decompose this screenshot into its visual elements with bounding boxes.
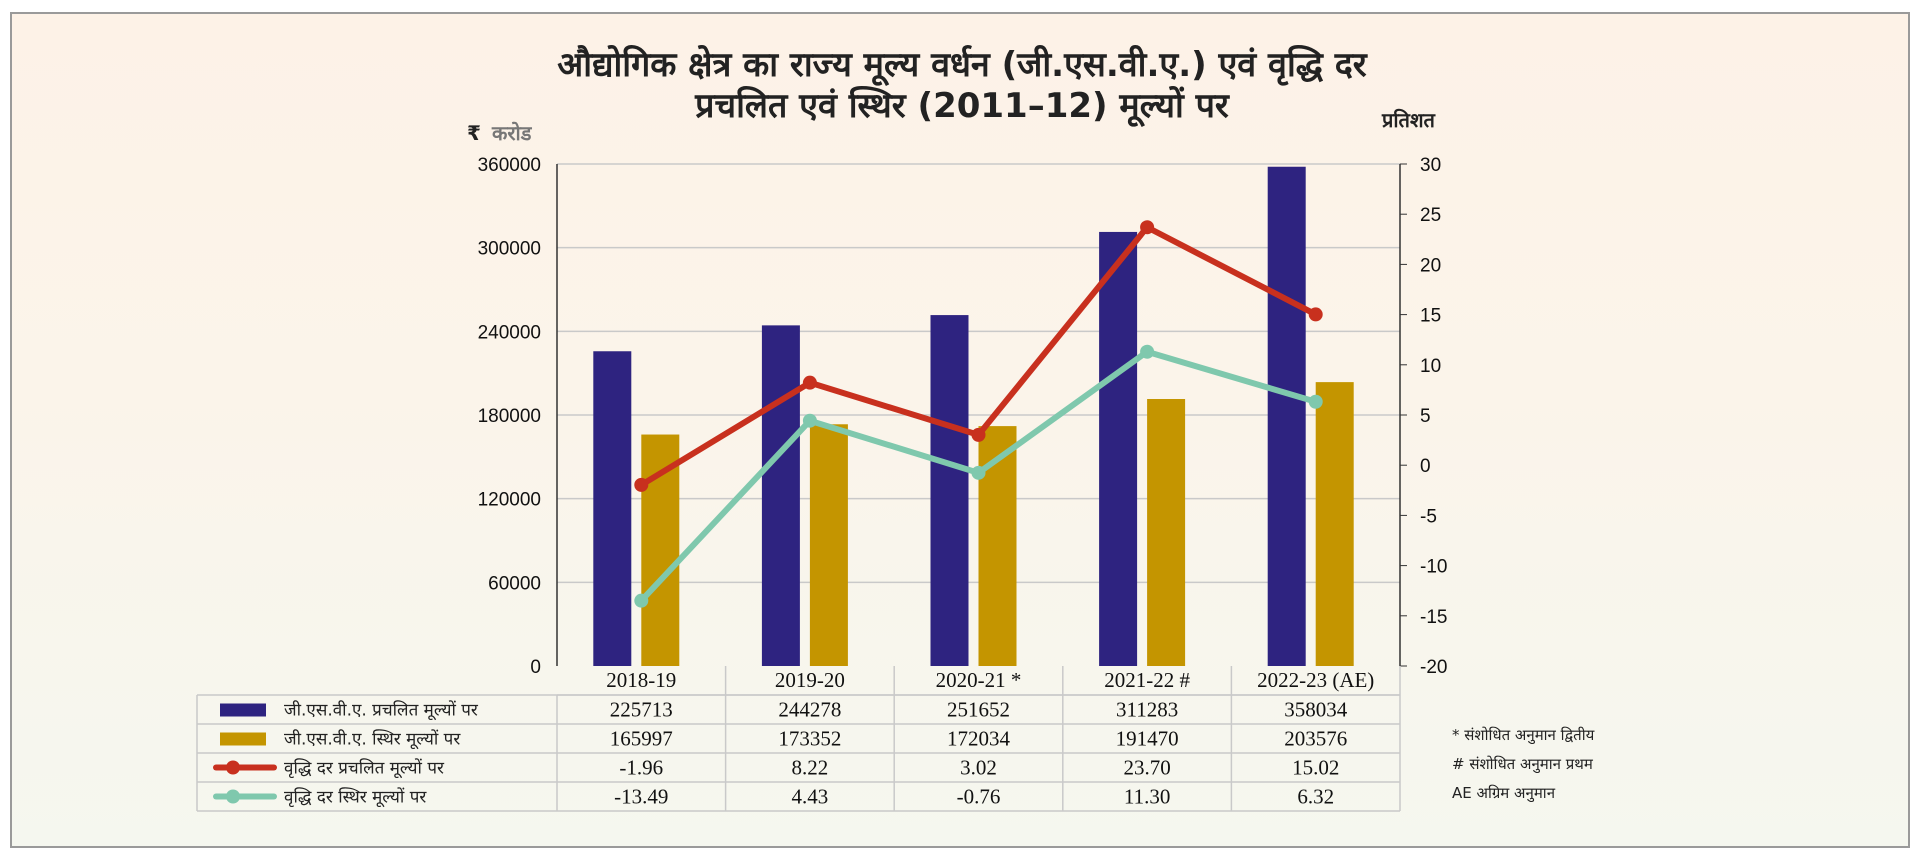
bar xyxy=(641,434,680,666)
table-cell-value: 191470 xyxy=(1116,727,1179,751)
bar xyxy=(1147,399,1186,666)
bar xyxy=(1315,382,1354,666)
right-axis-tick-label: 25 xyxy=(1420,205,1441,226)
table-cell-value: 4.43 xyxy=(792,785,829,809)
legend-marker xyxy=(226,760,240,775)
bar xyxy=(761,325,800,666)
data-table: 2018-19 2019-20 2020-21 * 2021-22 # 2022-23 … xyxy=(196,666,1401,812)
right-axis-tick-label: -5 xyxy=(1420,506,1437,527)
right-axis-tick-label: 30 xyxy=(1420,155,1441,176)
right-axis-tick-label: -20 xyxy=(1420,657,1447,678)
table-cell-value: -0.76 xyxy=(957,785,1001,809)
line-point xyxy=(1140,344,1155,359)
table-cell-value: 358034 xyxy=(1284,698,1348,722)
line-point xyxy=(971,465,986,480)
right-axis-tick-label: 5 xyxy=(1420,406,1431,427)
table-cell-value: 3.02 xyxy=(960,756,997,780)
legend-swatch xyxy=(220,703,266,717)
right-axis-tick-label: 10 xyxy=(1420,356,1441,377)
left-axis-tick-label: 300000 xyxy=(478,239,541,260)
category-label: 2022-23 (AE) xyxy=(1257,668,1374,692)
right-axis-tick-label: -15 xyxy=(1420,607,1447,628)
line-point xyxy=(1308,307,1323,322)
line-point xyxy=(1308,394,1323,409)
legend-label: वृद्धि दर स्थिर मूल्यों पर xyxy=(284,787,427,808)
right-axis-unit-label: प्रतिशत xyxy=(1381,108,1437,132)
bar xyxy=(1099,231,1138,666)
table-cell-value: 15.02 xyxy=(1292,756,1339,780)
left-axis-tick-label: 180000 xyxy=(478,406,541,427)
table-cell-value: 165997 xyxy=(610,727,673,751)
right-axis-tick-label: 0 xyxy=(1420,456,1431,477)
bar xyxy=(1267,166,1306,667)
line-point xyxy=(634,477,649,492)
legend-label: जी.एस.वी.ए. प्रचलित मूल्यों पर xyxy=(284,700,479,721)
line-point xyxy=(1140,220,1155,235)
category-label: 2019-20 xyxy=(775,668,845,692)
legend-label: जी.एस.वी.ए. स्थिर मूल्यों पर xyxy=(284,729,461,750)
table-cell-value: 225713 xyxy=(610,698,673,722)
left-axis-tick-label: 60000 xyxy=(488,573,541,594)
line-point xyxy=(802,413,817,428)
table-cell-value: 203576 xyxy=(1284,727,1347,751)
table-cell-value: 8.22 xyxy=(792,756,829,780)
note-revised-second: * संशोधित अनुमान द्वितीय xyxy=(1452,726,1595,745)
category-label: 2018-19 xyxy=(606,668,676,692)
left-axis-unit-symbol: ₹ xyxy=(467,121,481,145)
right-axis-tick-label: -10 xyxy=(1420,557,1447,578)
bars xyxy=(593,166,1354,667)
axes: 0 60000 120000 180000 240000 300000 360000 -20 -… xyxy=(478,155,1448,678)
chart-title-line-1: औद्योगिक क्षेत्र का राज्य मूल्य वर्धन (ज… xyxy=(557,44,1368,87)
category-label: 2020-21 * xyxy=(936,668,1022,692)
left-axis-tick-label: 120000 xyxy=(478,490,541,511)
legend-label: वृद्धि दर प्रचलित मूल्यों पर xyxy=(284,758,445,779)
growth-lines xyxy=(634,220,1323,608)
bar xyxy=(593,351,632,666)
right-axis-tick-label: 20 xyxy=(1420,255,1441,276)
table-cell-value: 172034 xyxy=(947,727,1011,751)
chart-title-line-2: प्रचलित एवं स्थिर (2011–12) मूल्यों पर xyxy=(694,85,1230,128)
line-point xyxy=(802,375,817,390)
table-cell-value: 11.30 xyxy=(1124,785,1170,809)
right-axis-tick-label: 15 xyxy=(1420,306,1441,327)
bar xyxy=(809,424,848,666)
table-cell-value: 251652 xyxy=(947,698,1010,722)
left-axis-tick-label: 360000 xyxy=(478,155,541,176)
note-advance-estimate: AE अग्रिम अनुमान xyxy=(1452,784,1556,803)
table-cell-value: 311283 xyxy=(1116,698,1178,722)
table-cell-value: 173352 xyxy=(778,727,841,751)
line-point xyxy=(971,427,986,442)
legend-marker xyxy=(226,789,240,804)
table-cell-value: 244278 xyxy=(778,698,841,722)
note-revised-first: # संशोधित अनुमान प्रथम xyxy=(1452,755,1594,774)
legend-swatch xyxy=(220,732,266,746)
left-axis-tick-label: 0 xyxy=(530,657,541,678)
table-cell-value: 23.70 xyxy=(1123,756,1170,780)
grid-lines xyxy=(557,163,1400,584)
left-axis-tick-label: 240000 xyxy=(478,322,541,343)
bar xyxy=(930,315,969,666)
chart-frame: औद्योगिक क्षेत्र का राज्य मूल्य वर्धन (ज… xyxy=(10,12,1910,848)
left-axis-unit-label: करोड xyxy=(491,121,533,145)
table-cell-value: -1.96 xyxy=(619,756,663,780)
line-point xyxy=(634,593,649,608)
category-label: 2021-22 # xyxy=(1104,668,1190,692)
table-cell-value: -13.49 xyxy=(614,785,668,809)
table-cell-value: 6.32 xyxy=(1297,785,1334,809)
chart-svg: औद्योगिक क्षेत्र का राज्य मूल्य वर्धन (ज… xyxy=(196,44,1595,812)
